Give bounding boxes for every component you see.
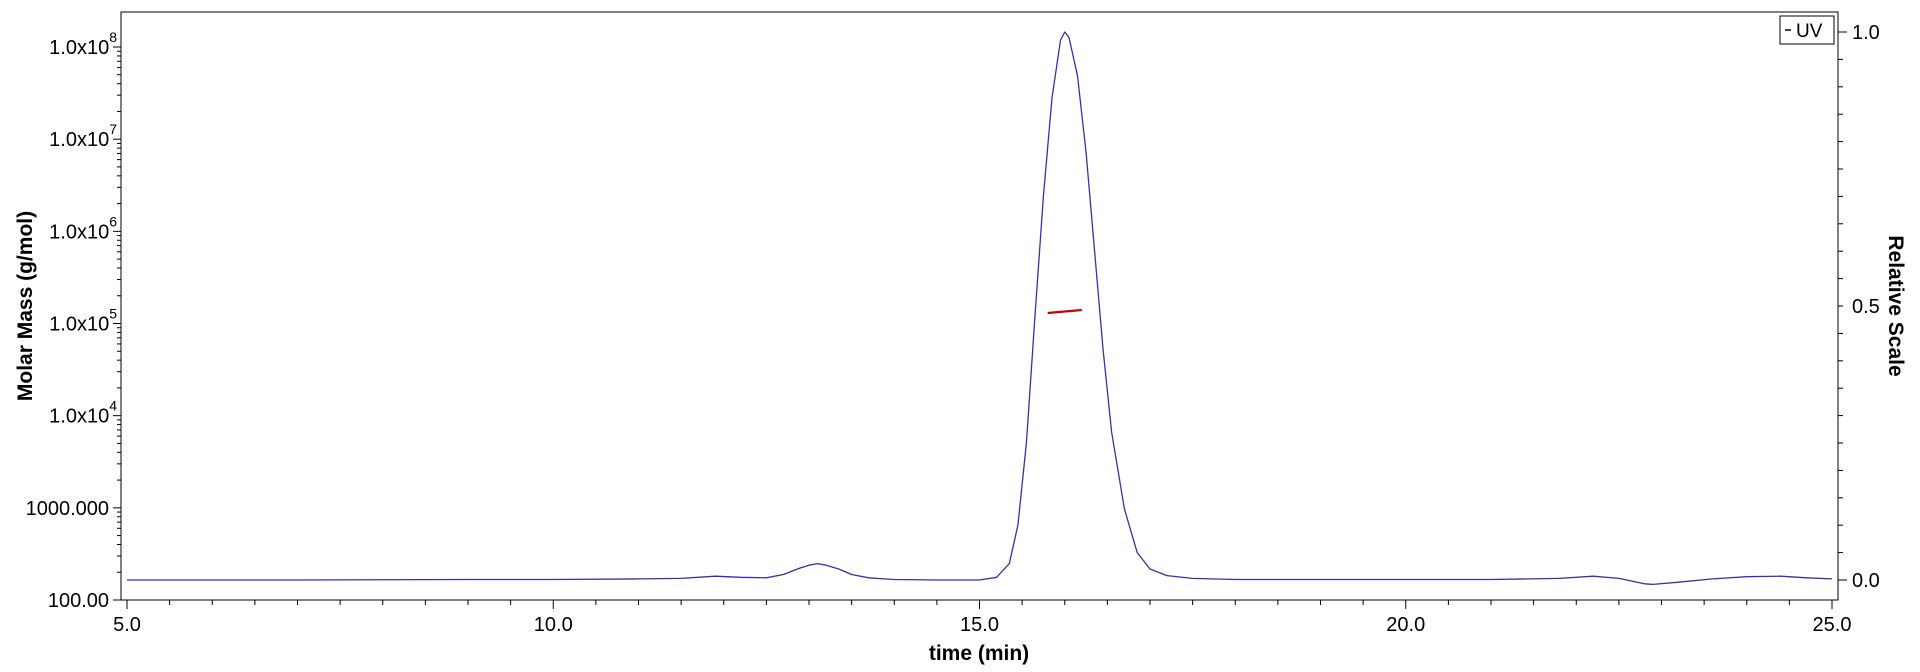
y-left-tick-label: 1.0x107 [49, 121, 117, 151]
x-tick-label: 5.0 [113, 614, 141, 636]
series-layer [127, 31, 1833, 586]
x-tick-label: 20.0 [1386, 614, 1425, 636]
legend: UV [1779, 15, 1835, 45]
y-right-axis-ticks: 1.0 0.5 0.0 [1838, 22, 1880, 592]
y-left-tick-label: 100.00 [48, 590, 109, 612]
y-right-axis-title: Relative Scale [1884, 235, 1907, 376]
x-axis-ticks: 5.0 10.0 15.0 20.0 25.0 [113, 600, 1851, 636]
y-right-tick-label: 1.0 [1852, 22, 1880, 44]
y-left-tick-label: 1.0x105 [49, 306, 117, 336]
y-left-tick-label: 1.0x108 [49, 29, 117, 59]
molar-mass-trace-line [1047, 308, 1082, 315]
y-right-tick-label: 0.0 [1852, 570, 1880, 592]
y-left-axis-ticks: 1.0x108 1.0x107 1.0x106 1.0x105 1.0x104 1000.… [26, 29, 121, 612]
uv-trace-line [127, 31, 1833, 586]
x-tick-label: 10.0 [534, 614, 573, 636]
x-axis-title: time (min) [929, 642, 1029, 665]
plot-area [120, 11, 1839, 601]
y-left-tick-label: 1.0x104 [49, 398, 117, 428]
x-tick-label: 15.0 [960, 614, 999, 636]
y-left-tick-label: 1.0x106 [49, 213, 117, 243]
y-left-tick-label: 1000.000 [26, 498, 109, 520]
x-tick-label: 25.0 [1813, 614, 1852, 636]
legend-label-uv: UV [1796, 21, 1823, 42]
y-left-axis-title: Molar Mass (g/mol) [14, 211, 37, 401]
y-right-tick-label: 0.5 [1852, 296, 1880, 318]
